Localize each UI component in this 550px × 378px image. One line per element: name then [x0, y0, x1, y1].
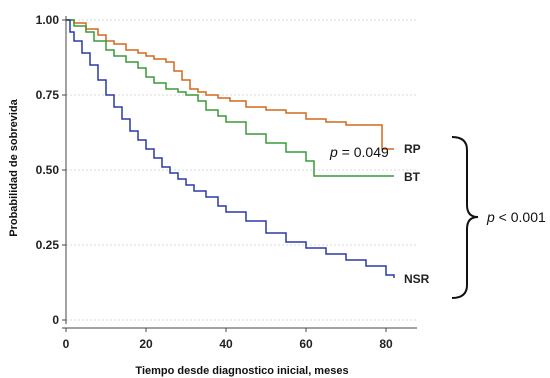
- y-axis-ticks: 0 0.25 0.50 0.75 1.00: [36, 13, 66, 327]
- series-line-nsr: [66, 19, 395, 278]
- y-tick-label: 0.25: [36, 238, 60, 252]
- x-axis-ticks: 0 20 40 60 80: [63, 328, 393, 351]
- brace-annotation: [451, 136, 479, 299]
- series-label-rp: RP: [404, 142, 421, 156]
- x-tick-label: 80: [379, 337, 393, 351]
- y-tick-label: 0.50: [36, 163, 60, 177]
- axes: [62, 16, 417, 329]
- p-value-overall: p < 0.001: [486, 209, 546, 225]
- grid-lines: [66, 19, 417, 321]
- series-line-rp: [66, 19, 394, 150]
- x-tick-label: 0: [63, 337, 70, 351]
- series-label-bt: BT: [404, 170, 421, 184]
- x-tick-label: 20: [139, 337, 153, 351]
- y-tick-label: 1.00: [36, 13, 60, 27]
- series-line-bt: [66, 19, 394, 177]
- series-labels: RP BT NSR: [404, 142, 430, 286]
- y-tick-label: 0.75: [36, 88, 60, 102]
- x-tick-label: 40: [219, 337, 233, 351]
- series-lines: [66, 19, 395, 278]
- x-tick-label: 60: [299, 337, 313, 351]
- y-axis-label: Probabilidad de sobrevida: [8, 98, 20, 236]
- x-axis-label: Tiempo desde diagnostico inicial, meses: [135, 365, 348, 377]
- p-value-rp-bt: p = 0.049: [329, 144, 389, 160]
- series-label-nsr: NSR: [404, 272, 430, 286]
- y-tick-label: 0: [52, 313, 59, 327]
